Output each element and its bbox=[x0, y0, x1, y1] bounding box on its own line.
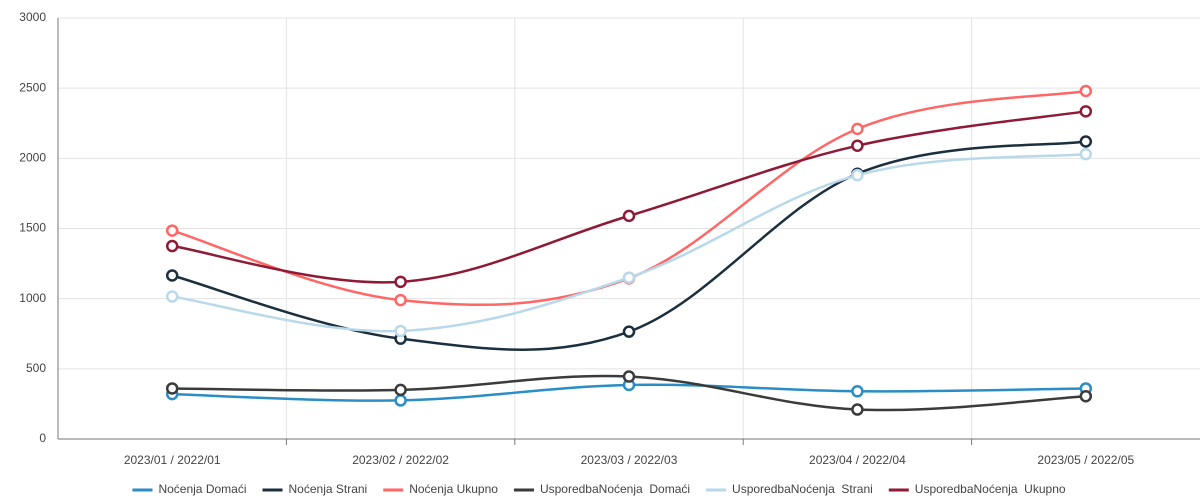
point bbox=[622, 370, 636, 383]
series-line bbox=[172, 152, 1086, 333]
y-tick-label: 2000 bbox=[19, 151, 46, 165]
point bbox=[1079, 389, 1093, 403]
point bbox=[165, 239, 179, 253]
legend-label: UsporedbaNoćenja Ukupno bbox=[915, 482, 1066, 496]
y-tick-label: 1000 bbox=[19, 291, 46, 305]
point bbox=[1079, 147, 1093, 161]
series-line bbox=[172, 110, 1086, 284]
point bbox=[851, 168, 864, 182]
legend-label: UsporedbaNoćenja Domaći bbox=[540, 482, 690, 496]
legend-label: Noćenja Domaći bbox=[158, 482, 246, 496]
point bbox=[165, 224, 179, 237]
x-tick-label: 2023/01 / 2022/01 bbox=[124, 453, 221, 467]
x-tick-label: 2023/03 / 2022/03 bbox=[581, 453, 678, 467]
point bbox=[622, 325, 636, 338]
y-tick-label: 2500 bbox=[19, 80, 46, 94]
x-tick-label: 2023/05 / 2022/05 bbox=[1037, 453, 1134, 467]
point bbox=[851, 122, 864, 136]
legend-label: Noćenja Ukupno bbox=[409, 482, 498, 496]
point bbox=[165, 290, 179, 303]
point bbox=[851, 139, 864, 152]
series-line bbox=[171, 140, 1086, 351]
point bbox=[622, 271, 636, 284]
y-tick-label: 3000 bbox=[19, 10, 46, 24]
point bbox=[1079, 84, 1093, 98]
legend-label: UsporedbaNoćenja Strani bbox=[732, 482, 873, 496]
x-tick-label: 2023/04 / 2022/04 bbox=[809, 453, 906, 467]
point bbox=[165, 382, 179, 395]
point bbox=[1079, 105, 1093, 118]
point bbox=[394, 324, 407, 338]
x-tick-label: 2023/02 / 2022/02 bbox=[352, 453, 449, 467]
point bbox=[394, 275, 407, 289]
legend-label: Noćenja Strani bbox=[289, 482, 368, 496]
y-tick-label: 500 bbox=[26, 361, 46, 375]
point bbox=[394, 383, 407, 397]
point bbox=[851, 403, 864, 416]
point bbox=[394, 394, 407, 407]
point bbox=[165, 269, 179, 282]
point bbox=[1079, 135, 1093, 148]
y-tick-label: 1500 bbox=[19, 221, 46, 235]
point bbox=[622, 209, 636, 223]
point bbox=[851, 385, 864, 398]
y-tick-label: 0 bbox=[39, 431, 46, 445]
point bbox=[394, 293, 407, 307]
